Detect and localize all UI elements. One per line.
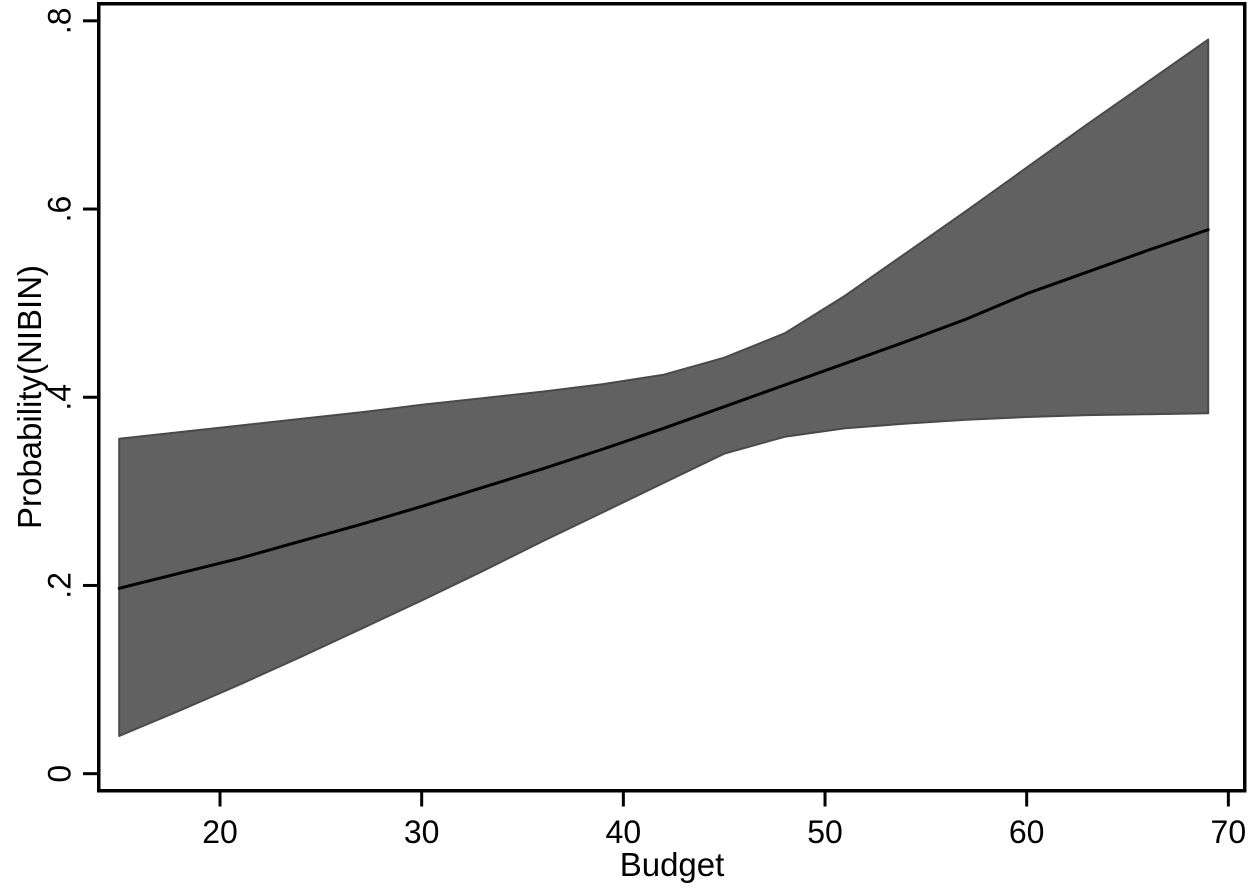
x-tick-label: 50 [807,814,843,850]
x-axis-title: Budget [620,846,725,883]
y-tick-label: .4 [42,384,78,411]
y-axis-title: Probability(NIBIN) [11,265,48,529]
y-tick-label: .6 [42,196,78,223]
fit-line [117,228,1210,590]
confidence-band-layer [118,38,1210,737]
axis-layer [97,2,1247,793]
x-tick-label: 30 [404,814,440,850]
y-tick-label: .2 [42,572,78,599]
x-tick-label: 20 [202,814,238,850]
y-tick-label: .8 [42,7,78,34]
y-tick-label: 0 [42,765,78,783]
confidence-band [118,38,1210,737]
x-tick-label: 60 [1009,814,1045,850]
tick-layer: 20 30 40 50 60 70 0 .2 .4 .6 .8 [42,7,1247,850]
x-tick-label: 40 [606,814,642,850]
x-tick-label: 70 [1211,814,1247,850]
fit-line-layer [117,228,1210,590]
plot-border [97,2,1247,793]
